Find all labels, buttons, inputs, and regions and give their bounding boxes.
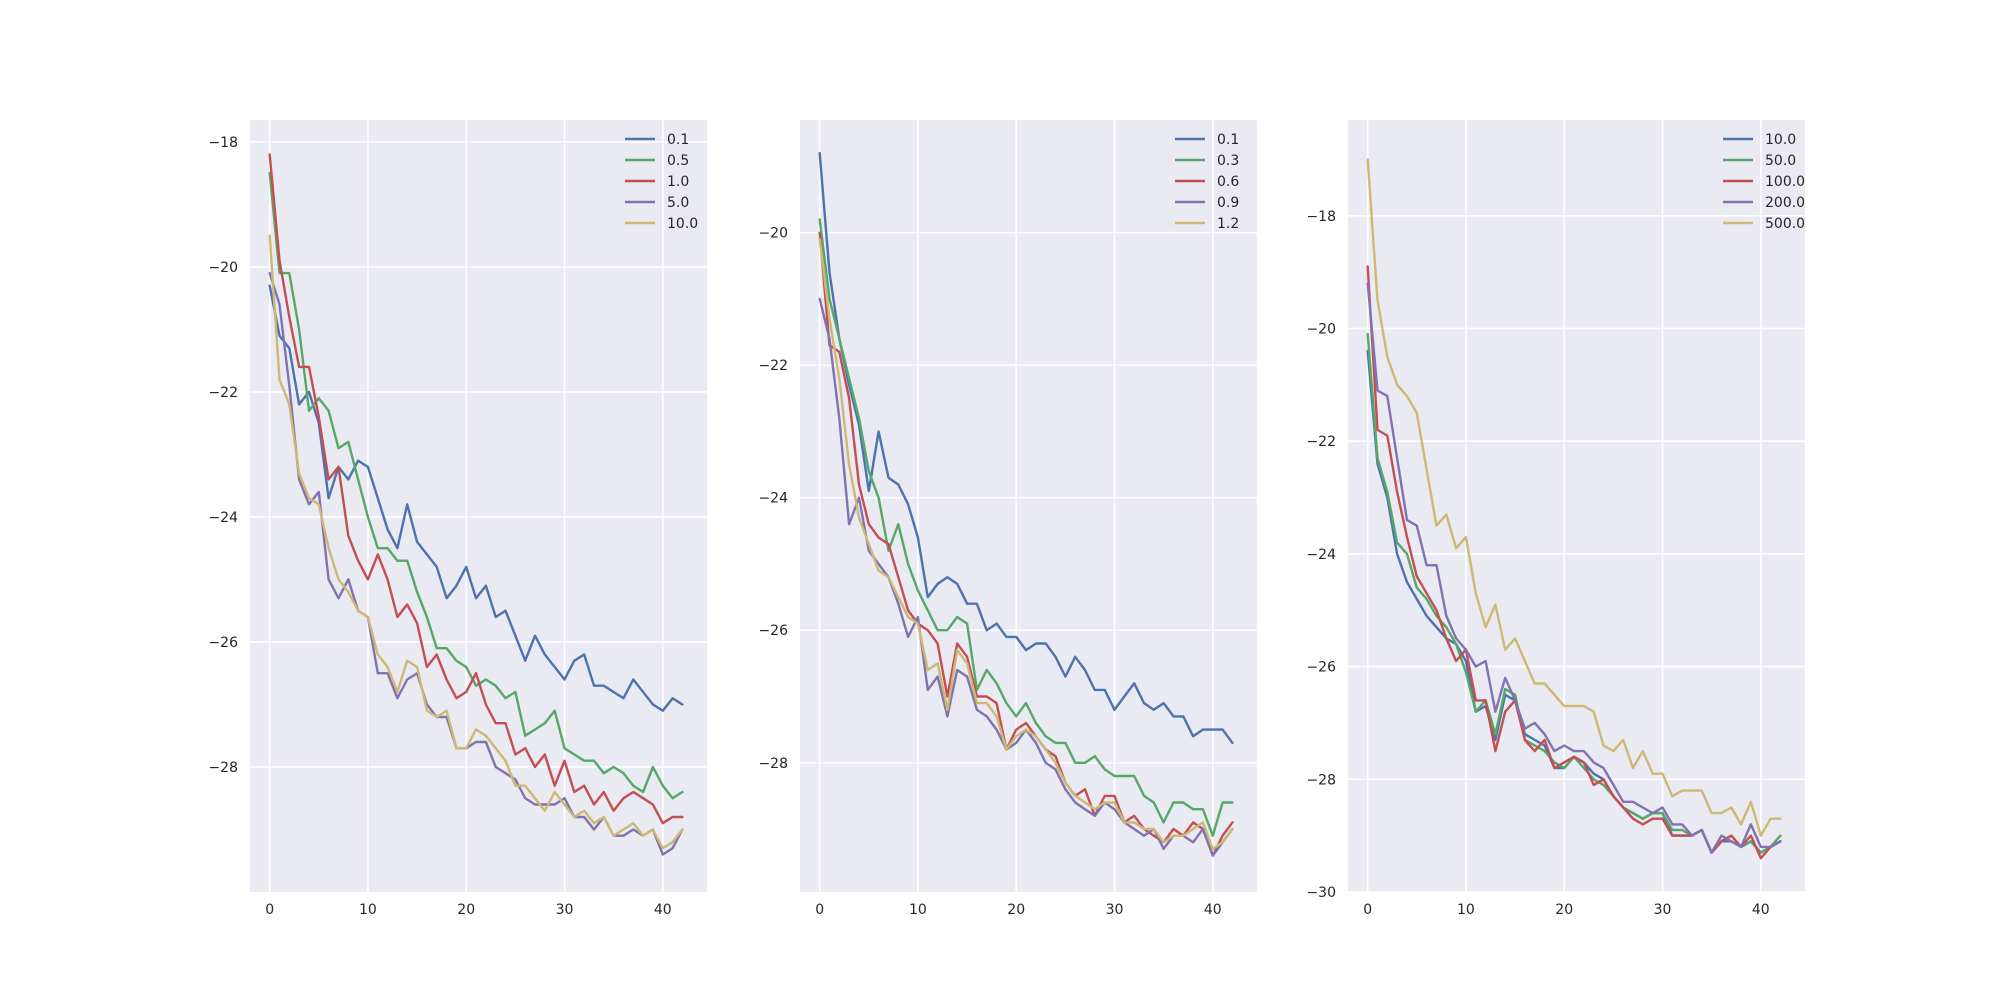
series-line-1.0 [268, 153, 684, 825]
y-tick-label: −24 [1306, 547, 1336, 563]
x-tick-label: 0 [265, 902, 274, 918]
y-tick-label: −24 [758, 491, 788, 507]
y-tick-label: −30 [1306, 885, 1336, 901]
legend-label: 500.0 [1765, 216, 1805, 232]
legend-label: 0.3 [1217, 153, 1239, 169]
legend-label: 1.0 [667, 174, 689, 190]
subplot-1: 0 10 20 30 40 −28 −26 −24 −22 −20 −18 0.1 0.5 1.0 5.0 1… [208, 120, 707, 918]
y-tick-label: −28 [208, 760, 238, 776]
x-tick-label: 0 [1363, 902, 1372, 918]
y-tick-label: −22 [208, 385, 238, 401]
plot-area [1348, 120, 1805, 892]
legend-label: 0.1 [1217, 132, 1239, 148]
y-tick-label: −24 [208, 510, 238, 526]
y-tick-label: −20 [758, 226, 788, 242]
x-tick-label: 0 [815, 902, 824, 918]
legend-label: 100.0 [1765, 174, 1805, 190]
y-tick-label: −20 [208, 260, 238, 276]
series-line-0.3 [818, 218, 1234, 837]
legend-label: 0.1 [667, 132, 689, 148]
series-line-10.0 [268, 234, 684, 850]
series-line-200.0 [1366, 282, 1782, 854]
x-tick-label: 20 [1007, 902, 1025, 918]
subplot-3: 0 10 20 30 40 −30 −28 −26 −24 −22 −20 −18 10.0 50.0 10… [1306, 120, 1805, 918]
series-line-1.2 [818, 238, 1234, 851]
legend-label: 10.0 [667, 216, 698, 232]
legend-label: 10.0 [1765, 132, 1796, 148]
y-tick-label: −22 [758, 358, 788, 374]
y-tick-label: −22 [1306, 434, 1336, 450]
series-line-0.1 [818, 151, 1234, 745]
x-tick-label: 20 [457, 902, 475, 918]
x-tick-label: 10 [359, 902, 377, 918]
y-tick-label: −28 [1306, 772, 1336, 788]
series-line-500.0 [1366, 158, 1782, 837]
x-tick-label: 30 [1654, 902, 1672, 918]
legend-label: 0.9 [1217, 195, 1239, 211]
y-tick-label: −26 [1306, 660, 1336, 676]
x-tick-label: 20 [1555, 902, 1573, 918]
y-tick-label: −18 [208, 135, 238, 151]
y-tick-label: −18 [1306, 209, 1336, 225]
legend-label: 50.0 [1765, 153, 1796, 169]
x-tick-label: 30 [1106, 902, 1124, 918]
x-tick-label: 40 [654, 902, 672, 918]
y-tick-label: −26 [208, 635, 238, 651]
x-tick-label: 10 [909, 902, 927, 918]
y-tick-label: −20 [1306, 321, 1336, 337]
plot-area [800, 120, 1257, 892]
x-tick-label: 40 [1752, 902, 1770, 918]
x-tick-label: 30 [556, 902, 574, 918]
legend-label: 1.2 [1217, 216, 1239, 232]
legend-label: 0.5 [667, 153, 689, 169]
series-line-0.5 [268, 171, 684, 800]
plot-area [250, 120, 707, 892]
y-tick-label: −26 [758, 623, 788, 639]
x-tick-label: 10 [1457, 902, 1475, 918]
legend-label: 200.0 [1765, 195, 1805, 211]
legend-label: 0.6 [1217, 174, 1239, 190]
subplot-2: 0 10 20 30 40 −28 −26 −24 −22 −20 0.1 0.3 0.6 0.9 1.2 [758, 120, 1257, 918]
y-tick-label: −28 [758, 756, 788, 772]
legend-label: 5.0 [667, 195, 689, 211]
x-tick-label: 40 [1204, 902, 1222, 918]
